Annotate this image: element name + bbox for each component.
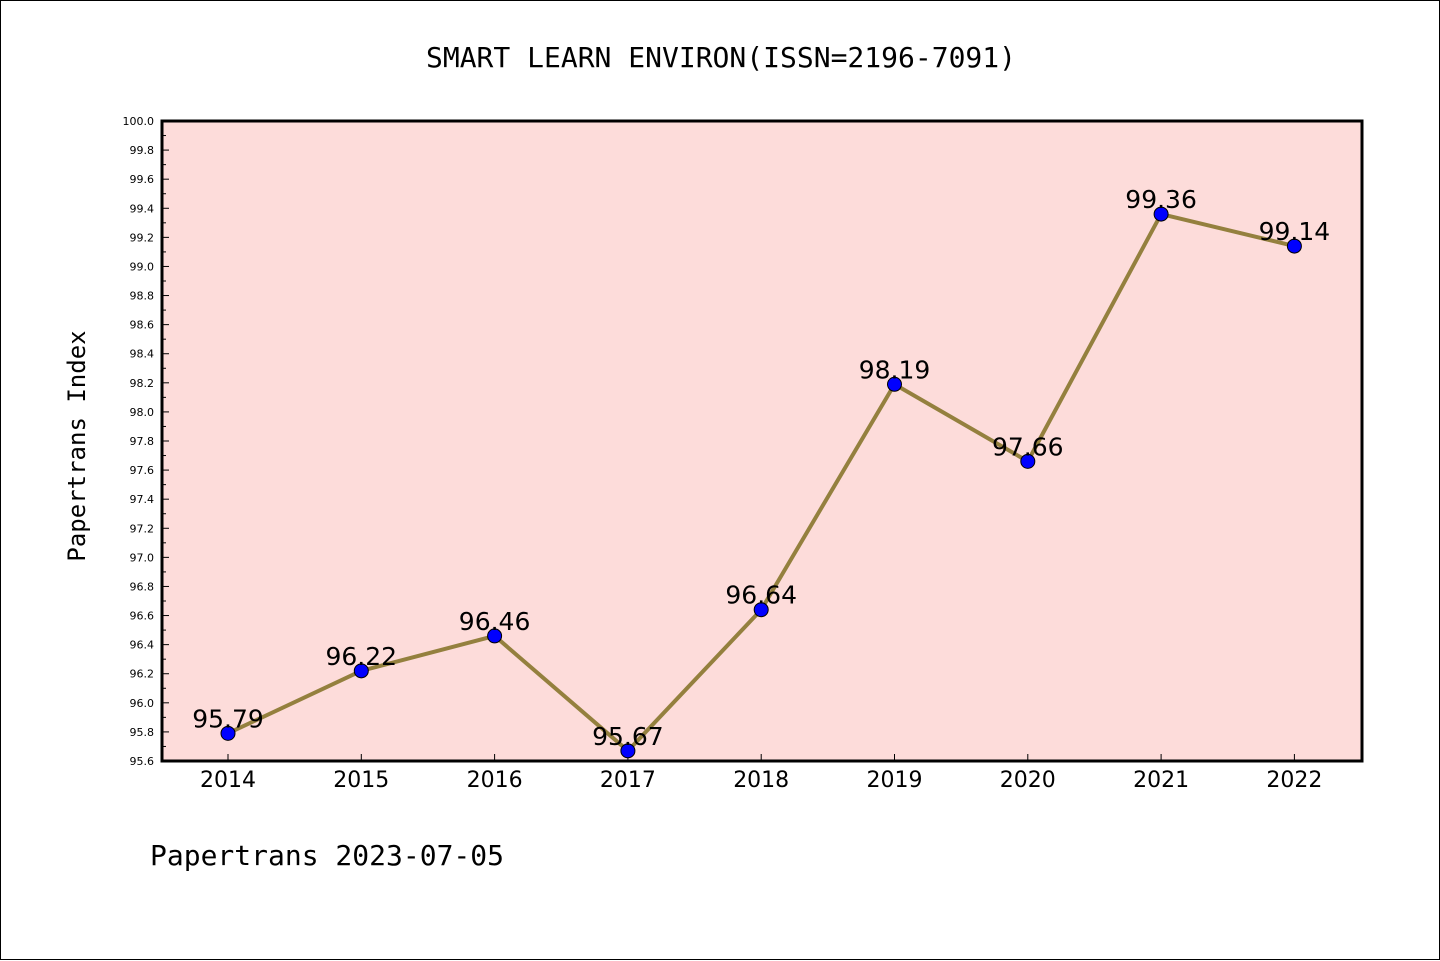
data-label: 98.19 [859,355,931,384]
y-tick-label: 96.6 [130,610,155,623]
data-label: 96.46 [459,607,531,636]
x-tick-label: 2018 [733,768,789,793]
y-tick-label: 98.6 [130,319,155,332]
x-tick-label: 2016 [467,768,523,793]
x-tick-label: 2019 [867,768,923,793]
x-tick-label: 2021 [1133,768,1189,793]
y-tick-label: 96.8 [130,580,155,593]
plot-area [160,119,1364,763]
y-tick-label: 95.6 [130,755,155,768]
x-tick-label: 2015 [333,768,389,793]
y-tick-label: 100.0 [123,115,155,128]
y-tick-label: 98.8 [130,290,155,303]
y-tick-label: 96.2 [130,668,155,681]
y-tick-label: 98.4 [130,348,155,361]
data-point [487,628,503,644]
data-point [753,602,769,618]
data-point [220,725,236,741]
data-label: 95.67 [592,722,664,751]
y-tick-label: 96.4 [130,639,155,652]
x-tick-label: 2020 [1000,768,1056,793]
y-tick-label: 99.4 [130,202,155,215]
y-tick-label: 99.2 [130,231,155,244]
y-tick-label: 99.0 [130,260,155,273]
data-point [353,663,369,679]
data-label: 96.64 [725,581,797,610]
x-tick-label: 2014 [200,768,256,793]
y-tick-label: 99.6 [130,173,155,186]
x-tick-label: 2022 [1266,768,1322,793]
data-label: 97.66 [992,432,1064,461]
y-tick-label: 97.4 [130,493,155,506]
data-point [887,376,902,392]
data-point [620,743,636,759]
data-point [1153,206,1169,222]
data-point [1286,238,1302,254]
chart-title: SMART LEARN ENVIRON(ISSN=2196-7091) [426,41,1016,74]
data-point [1020,453,1036,469]
data-label: 95.79 [192,704,264,733]
y-axis-label: Papertrans Index [63,330,91,561]
x-axis: 2014 2015 2016 2017 2018 2019 2020 2021 2022 [200,754,1322,793]
x-tick-label: 2017 [600,768,656,793]
y-tick-label: 97.6 [130,464,155,477]
y-tick-label: 98.2 [130,377,155,390]
data-label: 99.36 [1125,185,1197,214]
data-label: 96.22 [326,642,398,671]
y-tick-label: 97.2 [130,522,155,535]
footer-text: Papertrans 2023-07-05 [150,839,504,872]
y-tick-label: 95.8 [130,726,155,739]
y-tick-label: 99.8 [130,144,155,157]
y-tick-label: 96.0 [130,697,155,710]
y-tick-label: 97.0 [130,551,155,564]
y-axis: 95.6 95.8 96.0 96.2 96.4 96.6 96.8 97.0 97.2 97.4… [123,115,169,768]
data-labels: 95.79 96.22 96.46 95.67 96.64 98.19 97.66 99.36… [192,185,1330,751]
y-tick-label: 98.0 [130,406,155,419]
data-points [220,206,1302,759]
data-label: 99.14 [1259,217,1331,246]
y-tick-label: 97.8 [130,435,155,448]
